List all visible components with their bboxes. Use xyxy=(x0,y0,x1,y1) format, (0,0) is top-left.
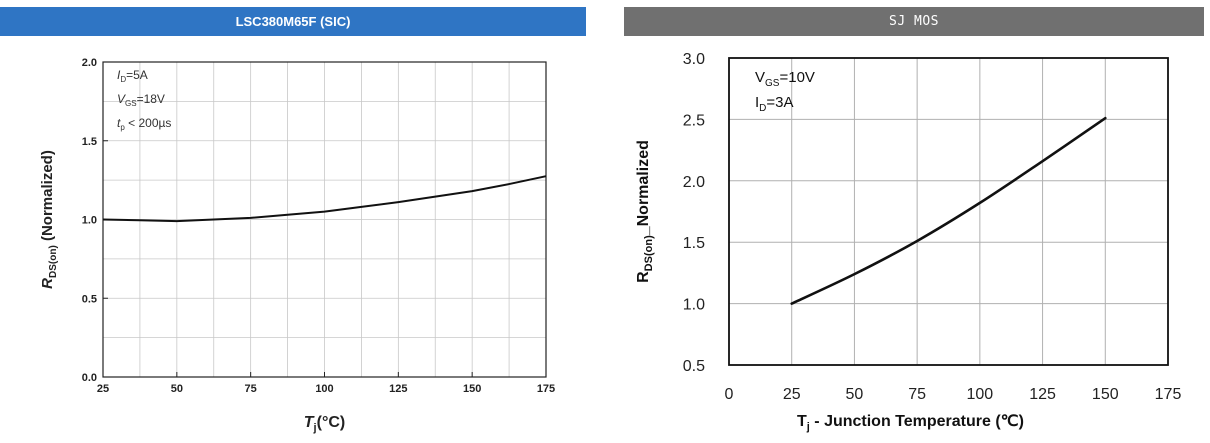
right-plot-frame xyxy=(728,57,1169,366)
right-x-tick-label: 125 xyxy=(1029,386,1056,403)
left-annotation: tp < 200µs xyxy=(117,116,171,132)
left-y-tick-label: 2.0 xyxy=(82,57,97,69)
right-x-tick-label: 25 xyxy=(783,386,801,403)
left-x-axis-label: Tj(°C) xyxy=(304,414,345,434)
left-y-tick-label: 0.0 xyxy=(82,372,97,384)
right-x-tick-label: 100 xyxy=(967,386,994,403)
left-x-tick-label: 50 xyxy=(171,383,183,395)
right-y-tick-label: 0.5 xyxy=(683,358,705,375)
left-x-tick-label: 175 xyxy=(537,383,555,395)
left-chart-title-banner: LSC380M65F (SIC) xyxy=(0,7,586,36)
right-chart-title: SJ MOS xyxy=(889,14,939,29)
left-x-tick-label: 75 xyxy=(245,383,257,395)
right-x-tick-label: 75 xyxy=(908,386,926,403)
right-y-tick-label: 3.0 xyxy=(683,51,705,68)
left-series-line xyxy=(102,175,547,223)
right-series-line xyxy=(790,116,1107,305)
left-x-tick-label: 150 xyxy=(463,383,481,395)
right-y-tick-label: 1.0 xyxy=(683,297,705,314)
right-chart-title-banner: SJ MOS xyxy=(624,7,1204,36)
right-x-tick-label: 175 xyxy=(1155,386,1182,403)
right-y-tick-label: 1.5 xyxy=(683,235,705,252)
right-y-axis-label: RDS(on)_Normalized xyxy=(635,140,655,283)
left-annotation: ID=5A xyxy=(117,68,148,84)
right-annotation: ID=3A xyxy=(755,94,794,114)
left-x-tick-label: 100 xyxy=(315,383,333,395)
left-chart-title: LSC380M65F (SIC) xyxy=(235,14,351,29)
left-y-axis-label: RDS(on) (Normalized) xyxy=(39,150,59,289)
left-annotation: VGS=18V xyxy=(117,92,165,108)
right-x-tick-label: 50 xyxy=(846,386,864,403)
right-annotation: VGS=10V xyxy=(755,69,815,89)
left-x-tick-label: 25 xyxy=(97,383,109,395)
right-x-tick-label: 0 xyxy=(725,386,734,403)
right-x-tick-label: 150 xyxy=(1092,386,1119,403)
left-x-tick-label: 125 xyxy=(389,383,407,395)
right-y-tick-label: 2.0 xyxy=(683,174,705,191)
left-y-tick-label: 1.0 xyxy=(82,215,97,227)
right-y-tick-label: 2.5 xyxy=(683,112,705,129)
left-y-tick-label: 0.5 xyxy=(82,293,97,305)
left-y-tick-label: 1.5 xyxy=(82,136,97,148)
right-x-axis-label: Tj - Junction Temperature (℃) xyxy=(797,413,1024,433)
